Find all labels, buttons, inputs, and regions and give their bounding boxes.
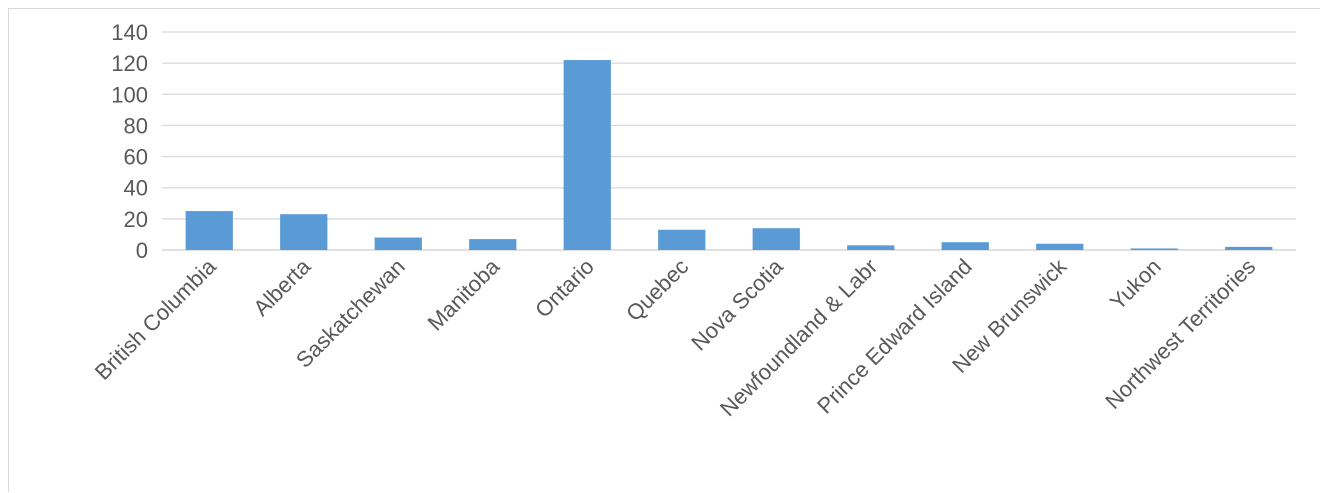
bar: [374, 237, 422, 250]
x-tick-label: Prince Edward Island: [812, 254, 977, 419]
y-axis-ticks: 0 20 40 60 80 100 120 140: [111, 20, 148, 263]
x-tick-label: Nova Scotia: [686, 253, 788, 355]
y-tick-label: 0: [136, 238, 148, 263]
x-tick-label: Ontario: [530, 254, 599, 323]
bar: [1225, 246, 1273, 250]
bar: [185, 211, 233, 250]
bar: [847, 245, 895, 250]
bar: [1036, 243, 1084, 250]
bars: [185, 60, 1273, 251]
x-tick-label: British Columbia: [90, 253, 221, 384]
bar: [563, 60, 611, 251]
x-tick-label: Alberta: [248, 253, 316, 321]
y-tick-label: 140: [111, 20, 148, 45]
y-tick-label: 120: [111, 51, 148, 76]
y-tick-label: 100: [111, 82, 148, 107]
x-tick-label: Newfoundland & Labr: [715, 254, 882, 421]
y-tick-label: 60: [124, 145, 148, 170]
x-tick-label: Quebec: [621, 254, 693, 326]
y-tick-label: 40: [124, 176, 148, 201]
bar: [941, 242, 989, 250]
bar: [469, 239, 517, 250]
x-tick-label: Manitoba: [423, 253, 505, 335]
y-tick-label: 80: [124, 113, 148, 138]
bar: [280, 214, 328, 250]
gridlines: [162, 31, 1296, 251]
chart-frame: [8, 8, 1320, 492]
bar: [658, 229, 706, 250]
bar: [1130, 248, 1178, 250]
y-tick-label: 20: [124, 207, 148, 232]
bar: [752, 228, 800, 250]
x-tick-label: Yukon: [1105, 254, 1166, 315]
